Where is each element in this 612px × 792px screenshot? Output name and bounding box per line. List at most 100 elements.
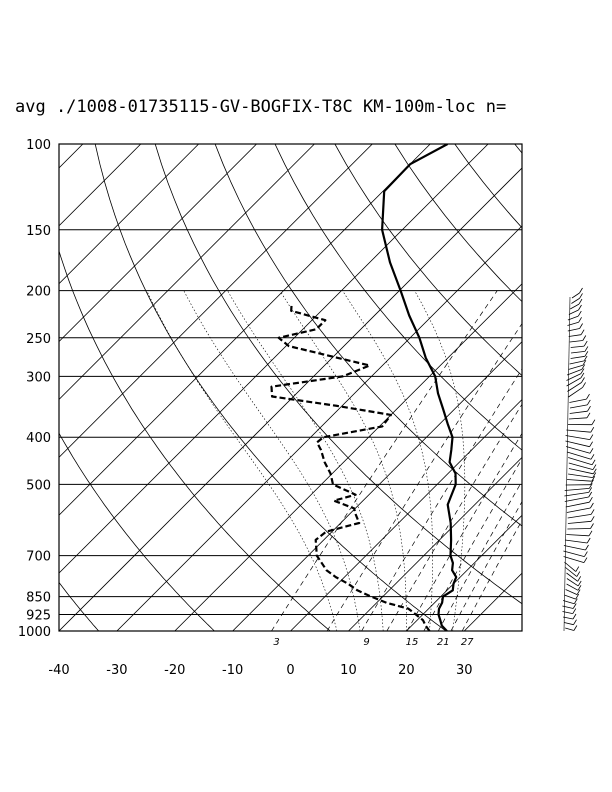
- pressure-tick-label: 925: [26, 609, 51, 624]
- dry-adiabat-line: [214, 144, 522, 527]
- wind-barb-flag: [583, 340, 588, 347]
- wind-barb: [562, 605, 574, 609]
- temperature-tick-label: 0: [286, 663, 294, 678]
- wind-barb-flag: [576, 589, 581, 595]
- temperature-tick-label: -20: [164, 663, 185, 678]
- pressure-tick-label: 1000: [18, 625, 51, 640]
- pressure-tick-label: 700: [26, 550, 51, 565]
- wind-barb-flag: [578, 317, 582, 323]
- wind-barb: [568, 468, 594, 475]
- wind-barb-flag: [586, 399, 591, 406]
- mixing-ratio-line: [450, 500, 522, 631]
- wind-barb: [564, 492, 589, 497]
- wind-barb-flag: [586, 537, 591, 544]
- mixing-ratio-line: [326, 322, 522, 631]
- wind-barb-flag: [590, 454, 595, 460]
- wind-barb: [568, 457, 593, 466]
- wind-barb-flag: [573, 619, 577, 625]
- wind-barb-flag: [591, 475, 596, 482]
- isotherm-line: [59, 144, 199, 285]
- wind-barb: [570, 351, 585, 354]
- wind-barb: [563, 556, 585, 563]
- wind-barb-flag: [582, 382, 586, 388]
- wind-barb: [565, 501, 590, 508]
- mixing-ratio-label: 27: [461, 637, 474, 648]
- isotherm-line: [59, 144, 257, 343]
- wind-barb: [567, 382, 582, 392]
- wind-barb-flag: [590, 509, 595, 515]
- moist-adiabat-line: [279, 290, 407, 631]
- background-reference-lines: [59, 144, 522, 631]
- wind-barb-flag: [572, 603, 577, 609]
- isotherm-line: [290, 398, 522, 631]
- wind-barb: [566, 578, 579, 587]
- wind-barb-flag: [589, 434, 594, 440]
- temperature-profile-line: [381, 144, 458, 631]
- wind-barb: [569, 340, 583, 343]
- wind-barb-flag: [584, 351, 589, 357]
- wind-barb-flag: [589, 496, 593, 503]
- wind-barb-flag: [577, 310, 582, 317]
- wind-barb: [568, 473, 593, 478]
- wind-barb-flag: [584, 346, 589, 352]
- wind-barb: [570, 345, 585, 348]
- wind-barb-flag: [577, 585, 582, 591]
- wind-barb: [569, 410, 588, 414]
- temperature-tick-labels: -40 -30 -20 -10 0 10 20 30: [48, 663, 472, 678]
- wind-barb-flag: [581, 364, 586, 370]
- plot-frame: [58, 143, 523, 632]
- wind-barb-flag: [577, 576, 582, 582]
- dewpoint-profile-line: [270, 305, 431, 631]
- wind-barb: [566, 451, 592, 460]
- wind-barb: [566, 572, 578, 582]
- wind-barb: [571, 292, 580, 299]
- wind-barb-column: [562, 287, 597, 632]
- wind-barb-flag: [590, 426, 595, 433]
- temperature-tick-label: -10: [222, 663, 243, 678]
- pressure-tick-label: 400: [26, 431, 51, 446]
- wind-barb-flag: [575, 593, 580, 600]
- wind-barb-flag: [584, 551, 588, 557]
- isotherm-line: [463, 572, 522, 631]
- wind-barb-flag: [578, 304, 582, 311]
- moist-adiabat-line: [414, 290, 466, 631]
- wind-barb-flag: [588, 483, 593, 489]
- wind-barb-flag: [586, 412, 591, 419]
- wind-barb: [571, 298, 580, 304]
- wind-barb: [564, 561, 577, 572]
- isotherm-line: [406, 514, 522, 631]
- wind-barb-flag: [579, 293, 583, 299]
- wind-barb: [562, 600, 575, 605]
- wind-barb: [567, 328, 580, 332]
- moist-adiabat-line: [342, 290, 433, 631]
- pressure-tick-label: 100: [26, 138, 51, 153]
- wind-barb: [566, 373, 582, 381]
- isotherm-line: [232, 341, 522, 631]
- isotherm-line: [59, 144, 431, 516]
- wind-barb-flag: [575, 566, 580, 572]
- temperature-tick-label: -30: [106, 663, 127, 678]
- pressure-tick-label: 300: [26, 370, 51, 385]
- temperature-tick-label: 10: [340, 663, 357, 678]
- wind-barb: [568, 334, 582, 337]
- wind-barb: [564, 496, 589, 502]
- wind-barb: [565, 446, 591, 454]
- wind-barb: [569, 360, 585, 365]
- wind-barb-flag: [592, 464, 597, 470]
- sounding-profiles: [270, 144, 458, 631]
- isotherm-line: [59, 144, 489, 574]
- wind-barb: [566, 377, 582, 387]
- wind-barb-flag: [590, 523, 594, 529]
- wind-barb: [565, 440, 590, 448]
- wind-barb-flag: [590, 479, 594, 485]
- wind-barb-flag: [578, 298, 583, 305]
- pressure-tick-label: 500: [26, 478, 51, 493]
- isotherm-line: [116, 225, 522, 631]
- wind-barb: [569, 404, 588, 409]
- wind-staff-axis: [563, 296, 571, 632]
- wind-barb-flag: [588, 530, 593, 537]
- chart-title: avg ./1008-01735115-GV-BOGFIX-T8C KM-100…: [15, 97, 507, 117]
- wind-barb: [567, 514, 592, 519]
- pressure-tick-label: 850: [26, 591, 51, 606]
- wind-barb: [568, 462, 594, 470]
